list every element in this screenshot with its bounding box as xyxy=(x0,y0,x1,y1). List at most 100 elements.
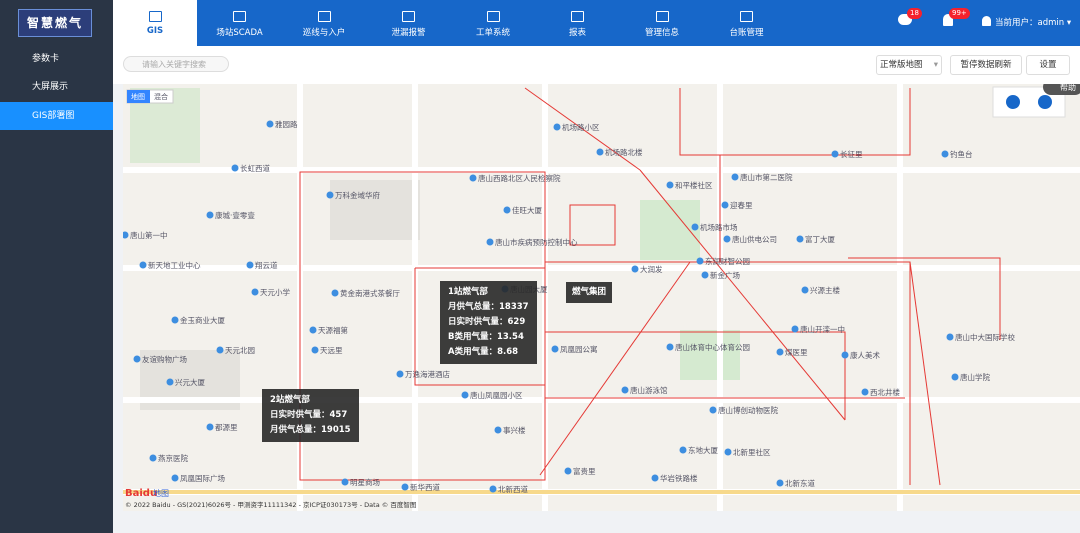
user[interactable]: 当前用户：admin ▾ xyxy=(995,18,1072,28)
station-line: 日实时供气量：629 xyxy=(448,317,526,327)
map-label[interactable]: 机场路北楼 xyxy=(605,147,643,157)
map-label[interactable]: 燕京医院 xyxy=(158,453,188,463)
station-info[interactable]: 2站燃气部 日实时供气量：457 月供气总量：19015 xyxy=(262,389,359,442)
copyright: © 2022 Baidu - GS(2021)6026号 - 甲测资字11111… xyxy=(125,500,416,509)
map-label[interactable]: 长征里 xyxy=(840,149,863,159)
menu-item[interactable]: GIS部署图 xyxy=(0,102,113,130)
poi-icon xyxy=(246,261,254,269)
map-label[interactable]: 富贵里 xyxy=(573,466,596,476)
message-icon[interactable] xyxy=(898,14,912,25)
map-label[interactable]: 新天地工业中心 xyxy=(148,260,201,270)
poi-icon xyxy=(486,238,494,246)
group-label[interactable]: 燃气集团 xyxy=(566,282,613,303)
nav-item[interactable]: 管理信息 xyxy=(620,0,704,46)
pause-button[interactable]: 暂停数据刷新 xyxy=(950,55,1022,75)
map-label[interactable]: 北新西道 xyxy=(498,484,528,494)
map-type-toggle[interactable]: 地图 混合 xyxy=(126,89,174,104)
map-label[interactable]: 唐山市第二医院 xyxy=(740,172,793,182)
map-label[interactable]: 万逸海港酒店 xyxy=(405,369,450,379)
map-label[interactable]: 雅园路 xyxy=(275,119,298,129)
station-info[interactable]: 1站燃气部 月供气总量：18337 日实时供气量：629 B类用气量：13.54… xyxy=(440,281,537,364)
map-label[interactable]: 兴元大厦 xyxy=(175,377,205,387)
map-label[interactable]: 友谊购物广场 xyxy=(142,354,187,364)
map-label[interactable]: 唐山博创动物医院 xyxy=(718,405,778,415)
nav-item[interactable]: 台账管理 xyxy=(705,0,789,46)
map-label[interactable]: 黄金南港式茶餐厅 xyxy=(340,288,400,298)
map-label[interactable]: 大润发 xyxy=(640,264,663,274)
map-label[interactable]: 金玉商业大厦 xyxy=(180,315,225,325)
map-label[interactable]: 北新东道 xyxy=(785,478,815,488)
map-label[interactable]: 唐山开滦一中 xyxy=(800,324,845,334)
map-label[interactable]: 天远里 xyxy=(320,346,343,355)
map-style-select[interactable]: 正常版地图 ▾ xyxy=(876,55,942,75)
map-label[interactable]: 唐山中大国际学校 xyxy=(955,332,1015,342)
nav-item[interactable]: GIS xyxy=(113,0,197,46)
map-label[interactable]: 凤凰国际广场 xyxy=(180,473,225,483)
map-label[interactable]: 康人美术 xyxy=(850,350,880,360)
map-label[interactable]: 都源里 xyxy=(215,423,238,432)
map-label[interactable]: 事兴楼 xyxy=(503,425,526,435)
help-tab[interactable] xyxy=(1043,84,1080,95)
map-label[interactable]: 天元小学 xyxy=(260,287,290,297)
map-label[interactable]: 唐山西路北区人民检察院 xyxy=(478,173,561,183)
help[interactable]: 帮助 xyxy=(1060,84,1076,92)
map-label[interactable]: 东地大厦 xyxy=(688,445,718,455)
nav-item[interactable]: 场站SCADA xyxy=(198,0,282,46)
tool-icon[interactable] xyxy=(1006,95,1020,109)
poi-icon xyxy=(723,235,731,243)
map-label[interactable]: 富丁大厦 xyxy=(805,234,835,244)
nav-item[interactable]: 工单系统 xyxy=(451,0,535,46)
nav-label: 工单系统 xyxy=(475,28,510,38)
map-label[interactable]: 煤医里 xyxy=(785,347,808,357)
alarm-icon[interactable] xyxy=(943,14,953,26)
search[interactable]: 请输入关键字搜索 xyxy=(123,56,229,72)
map-label[interactable]: 机场路小区 xyxy=(562,122,600,132)
map-label[interactable]: 华岩铁路楼 xyxy=(660,473,698,483)
poi-icon xyxy=(796,235,804,243)
map-label[interactable]: 迎春里 xyxy=(730,200,753,210)
poi-icon xyxy=(861,388,869,396)
map-label[interactable]: 佳旺大厦 xyxy=(512,205,542,215)
map-label[interactable]: 唐山供电公司 xyxy=(732,234,777,244)
map-label[interactable]: 和平楼社区 xyxy=(675,180,713,190)
map-label[interactable]: 康城·壹零壹 xyxy=(215,210,255,220)
map-label[interactable]: 唐山第一中 xyxy=(130,230,168,240)
map-label[interactable]: 北新里社区 xyxy=(733,447,771,457)
map-label[interactable]: 长虹西道 xyxy=(240,163,270,173)
map-label[interactable]: 西北井楼 xyxy=(870,387,900,397)
map-label[interactable]: 万科金域华府 xyxy=(335,190,380,200)
map-label[interactable]: 钓鱼台 xyxy=(950,149,973,159)
tool-icon[interactable] xyxy=(1038,95,1052,109)
map-label[interactable]: 唐山体育中心体育公园 xyxy=(675,342,750,352)
map-label[interactable]: 凤凰园公寓 xyxy=(560,344,598,354)
map-label[interactable]: 唐山学院 xyxy=(960,372,990,382)
map-label[interactable]: 唐山市疾病预防控制中心 xyxy=(495,237,578,247)
baidu-logo: 地图 xyxy=(153,488,169,498)
poi-icon xyxy=(731,173,739,181)
station-title: 2站燃气部 xyxy=(270,395,310,405)
map-label[interactable]: 唐山游泳馆 xyxy=(630,385,668,395)
map-label[interactable]: 翔云道 xyxy=(255,260,278,270)
map-label[interactable]: 新金广场 xyxy=(710,270,740,280)
menu-item[interactable]: 大屏展示 xyxy=(32,82,69,92)
map-label[interactable]: 明星商场 xyxy=(350,477,380,487)
toolbar: 请输入关键字搜索 正常版地图 ▾ 暂停数据刷新 设置 xyxy=(113,46,1080,84)
nav-item[interactable]: 巡线与入户 xyxy=(282,0,366,46)
map-label[interactable]: 天源福第 xyxy=(318,325,348,335)
map-label[interactable]: 机场路市场 xyxy=(700,222,738,232)
poi-icon xyxy=(396,370,404,378)
poi-icon xyxy=(251,288,259,296)
map-toggle[interactable]: 地图 xyxy=(131,92,145,101)
menu-item[interactable]: 参数卡 xyxy=(32,54,60,64)
map-toggle[interactable]: 混合 xyxy=(154,92,168,101)
map-label[interactable]: 东润财智公园 xyxy=(705,256,750,266)
map-label[interactable]: 新华西道 xyxy=(410,482,440,492)
map-label[interactable]: 唐山凤凰园小区 xyxy=(470,390,523,400)
map-label[interactable]: 天元北园 xyxy=(225,346,255,355)
poi-icon xyxy=(709,406,717,414)
map-label[interactable]: 兴源主楼 xyxy=(810,285,840,295)
settings-button[interactable]: 设置 xyxy=(1026,55,1070,75)
nav-item[interactable]: 报表 xyxy=(536,0,620,46)
nav-item[interactable]: 泄漏报警 xyxy=(367,0,451,46)
